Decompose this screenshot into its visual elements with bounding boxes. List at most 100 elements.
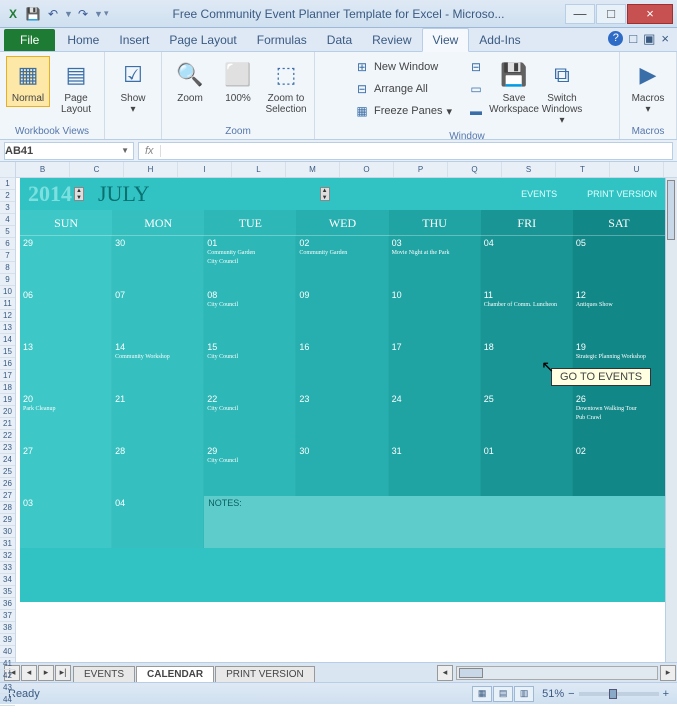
calendar-cell[interactable]: 02 <box>573 444 665 496</box>
calendar-cell[interactable]: 16 <box>296 340 388 392</box>
events-link[interactable]: EVENTS <box>521 189 557 199</box>
calendar-cell[interactable]: 29 <box>20 236 112 288</box>
calendar-cell[interactable]: 07 <box>112 288 204 340</box>
row-header[interactable]: 11 <box>0 298 15 310</box>
row-header[interactable]: 9 <box>0 274 15 286</box>
column-header[interactable]: O <box>340 162 394 177</box>
row-header[interactable]: 28 <box>0 502 15 514</box>
sheet[interactable]: BCHILMOPQSTU 2014 ▲▼ JULY ▲▼ EVENTS PRIN… <box>16 162 677 662</box>
print-version-link[interactable]: PRINT VERSION <box>587 189 657 199</box>
formula-bar[interactable]: fx <box>138 142 673 160</box>
column-header[interactable]: M <box>286 162 340 177</box>
row-header[interactable]: 27 <box>0 490 15 502</box>
page-layout-view-icon[interactable]: ▤ <box>493 686 513 702</box>
zoom-in-icon[interactable]: + <box>663 688 669 700</box>
calendar-cell[interactable]: 05 <box>573 236 665 288</box>
row-header[interactable]: 5 <box>0 226 15 238</box>
calendar-cell[interactable]: 01 <box>481 444 573 496</box>
tab-addins[interactable]: Add-Ins <box>469 29 530 51</box>
row-header[interactable]: 24 <box>0 454 15 466</box>
column-header[interactable]: I <box>178 162 232 177</box>
scroll-left-icon[interactable]: ◂ <box>437 665 453 681</box>
arrange-all-button[interactable]: ⊟Arrange All <box>350 78 456 100</box>
close-workbook-icon[interactable]: × <box>661 31 669 47</box>
zoom-button[interactable]: 🔍Zoom <box>168 56 212 107</box>
row-header[interactable]: 41 <box>0 658 15 670</box>
zoom-out-icon[interactable]: − <box>568 688 574 700</box>
calendar-cell[interactable]: 25 <box>481 392 573 444</box>
year-spinner[interactable]: ▲▼ <box>74 187 84 201</box>
column-header[interactable]: C <box>70 162 124 177</box>
calendar-cell[interactable]: 15City Council <box>204 340 296 392</box>
scrollbar-thumb[interactable] <box>459 668 483 678</box>
switch-windows-button[interactable]: ⧉Switch Windows ▾ <box>540 56 584 129</box>
sheet-tab-print[interactable]: PRINT VERSION <box>215 666 315 682</box>
close-button[interactable]: × <box>627 4 673 24</box>
column-header[interactable]: Q <box>448 162 502 177</box>
row-header[interactable]: 40 <box>0 646 15 658</box>
calendar-cell[interactable]: 04 <box>481 236 573 288</box>
column-header[interactable]: T <box>556 162 610 177</box>
sheet-tab-events[interactable]: EVENTS <box>73 666 135 682</box>
calendar-cell[interactable]: 14Community Workshop <box>112 340 204 392</box>
tab-insert[interactable]: Insert <box>109 29 159 51</box>
sheet-nav-prev[interactable]: ◂ <box>21 665 37 681</box>
row-header[interactable]: 21 <box>0 418 15 430</box>
zoom-level[interactable]: 51% <box>542 688 564 700</box>
column-header[interactable]: P <box>394 162 448 177</box>
help-icon[interactable]: ? <box>608 31 623 46</box>
row-header[interactable]: 33 <box>0 562 15 574</box>
zoom-thumb[interactable] <box>609 689 617 699</box>
calendar-cell[interactable]: 13 <box>20 340 112 392</box>
row-header[interactable]: 43 <box>0 682 15 694</box>
row-header[interactable]: 19 <box>0 394 15 406</box>
qat-customize-icon[interactable]: ▾ <box>104 8 112 19</box>
calendar-cell[interactable]: 22City Council <box>204 392 296 444</box>
file-tab[interactable]: File <box>4 29 55 51</box>
column-header[interactable]: S <box>502 162 556 177</box>
split-button[interactable]: ⊟ <box>464 56 488 78</box>
calendar-cell[interactable]: 30 <box>296 444 388 496</box>
calendar-cell[interactable]: 10 <box>389 288 481 340</box>
column-header[interactable]: U <box>610 162 664 177</box>
zoom-selection-button[interactable]: ⬚Zoom to Selection <box>264 56 308 118</box>
minimize-ribbon-icon[interactable]: □ <box>629 31 637 47</box>
row-header[interactable]: 6 <box>0 238 15 250</box>
notes-area[interactable]: NOTES: <box>204 496 665 548</box>
row-header[interactable]: 35 <box>0 586 15 598</box>
row-header[interactable]: 14 <box>0 334 15 346</box>
calendar-cell[interactable]: 06 <box>20 288 112 340</box>
row-header[interactable]: 20 <box>0 406 15 418</box>
row-header[interactable]: 26 <box>0 478 15 490</box>
tab-view[interactable]: View <box>422 28 470 52</box>
freeze-panes-button[interactable]: ▦Freeze Panes ▾ <box>350 100 456 122</box>
scrollbar-thumb[interactable] <box>667 180 675 240</box>
row-header[interactable]: 2 <box>0 190 15 202</box>
calendar-cell[interactable]: 09 <box>296 288 388 340</box>
row-header[interactable]: 16 <box>0 358 15 370</box>
calendar-cell[interactable]: 26Downtown Walking TourPub Crawl <box>573 392 665 444</box>
tab-review[interactable]: Review <box>362 29 421 51</box>
row-header[interactable]: 7 <box>0 250 15 262</box>
row-header[interactable]: 1 <box>0 178 15 190</box>
calendar-cell[interactable]: 29City Council <box>204 444 296 496</box>
calendar-cell[interactable]: 08City Council <box>204 288 296 340</box>
row-header[interactable]: 22 <box>0 430 15 442</box>
row-header[interactable]: 30 <box>0 526 15 538</box>
row-header[interactable]: 34 <box>0 574 15 586</box>
row-header[interactable]: 8 <box>0 262 15 274</box>
tab-page-layout[interactable]: Page Layout <box>159 29 246 51</box>
calendar-cell[interactable]: 28 <box>112 444 204 496</box>
calendar-cell[interactable]: 01Community GardenCity Council <box>204 236 296 288</box>
macros-button[interactable]: ▶Macros▾ <box>626 56 670 118</box>
restore-window-icon[interactable]: ▣ <box>643 31 655 47</box>
calendar-cell[interactable]: 11Chamber of Comm. Luncheon <box>481 288 573 340</box>
save-icon[interactable]: 💾 <box>24 5 42 23</box>
new-window-button[interactable]: ⊞New Window <box>350 56 456 78</box>
tab-home[interactable]: Home <box>57 29 109 51</box>
unhide-button[interactable]: ▬ <box>464 100 488 122</box>
row-header[interactable]: 32 <box>0 550 15 562</box>
sheet-tab-calendar[interactable]: CALENDAR <box>136 666 214 682</box>
column-header[interactable]: L <box>232 162 286 177</box>
name-box[interactable]: AB41▼ <box>4 142 134 160</box>
